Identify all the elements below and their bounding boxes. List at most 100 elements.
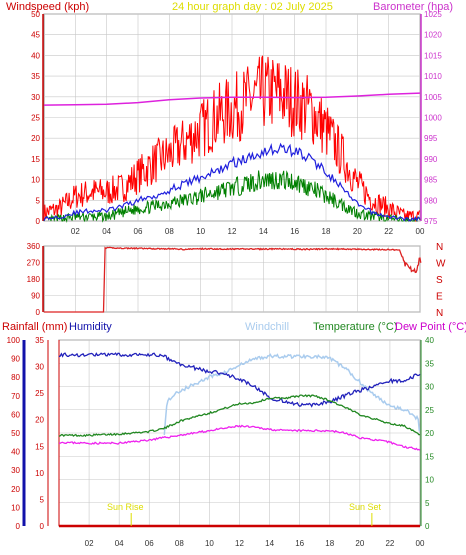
temperature-series bbox=[58, 394, 421, 438]
wind-x-tick-label: 16 bbox=[290, 227, 299, 236]
temp-x-tick-label: 08 bbox=[175, 539, 184, 548]
direction-y-tick-label: 360 bbox=[27, 242, 41, 251]
rain-tick-label: 90 bbox=[11, 355, 20, 364]
temp-x-tick-label: 06 bbox=[145, 539, 154, 548]
wind-x-tick-label: 22 bbox=[384, 227, 393, 236]
wind-y-tick-label: 15 bbox=[31, 155, 40, 164]
temperature-title: Temperature (°C) bbox=[313, 321, 397, 333]
wind-y-tick-label: 40 bbox=[31, 51, 40, 60]
temp-right-tick-label: 10 bbox=[425, 476, 434, 485]
rain-tick-label: 40 bbox=[11, 448, 20, 457]
wind-y-tick-label: 45 bbox=[31, 31, 40, 40]
wind-x-tick-label: 12 bbox=[228, 227, 237, 236]
temp-x-tick-label: 22 bbox=[385, 539, 394, 548]
temp-right-tick-label: 5 bbox=[425, 499, 430, 508]
wind-x-tick-label: 18 bbox=[322, 227, 331, 236]
temp-right-tick-label: 25 bbox=[425, 406, 434, 415]
wind-y-tick-label: 50 bbox=[31, 10, 40, 19]
barometer-y-tick-label: 1005 bbox=[424, 93, 442, 102]
rain-tick-label: 20 bbox=[11, 485, 20, 494]
temp-x-tick-label: 00 bbox=[416, 539, 425, 548]
rain-tick-label: 80 bbox=[11, 373, 20, 382]
rain-tick-label: 70 bbox=[11, 392, 20, 401]
compass-label: W bbox=[436, 259, 446, 270]
barometer-y-tick-label: 1000 bbox=[424, 114, 442, 123]
temp-left-tick-label: 5 bbox=[40, 495, 45, 504]
temp-x-tick-label: 10 bbox=[205, 539, 214, 548]
barometer-y-tick-label: 990 bbox=[424, 155, 438, 164]
temp-right-tick-label: 40 bbox=[425, 336, 434, 345]
temp-right-tick-label: 20 bbox=[425, 429, 434, 438]
rain-tick-label: 10 bbox=[11, 503, 20, 512]
direction-y-tick-label: 180 bbox=[27, 275, 41, 284]
direction-y-tick-label: 270 bbox=[27, 259, 41, 268]
temp-left-tick-label: 0 bbox=[40, 522, 45, 531]
compass-label: S bbox=[436, 275, 443, 286]
graph-date-title: 24 hour graph day : 02 July 2025 bbox=[172, 1, 333, 13]
wind-y-tick-label: 0 bbox=[36, 217, 41, 226]
wind-y-tick-label: 5 bbox=[36, 196, 41, 205]
dewpoint-series bbox=[59, 424, 421, 451]
rain-tick-label: 30 bbox=[11, 466, 20, 475]
wind-x-tick-label: 04 bbox=[102, 227, 111, 236]
wind-direction-series bbox=[44, 246, 422, 313]
wind-gust-series bbox=[43, 55, 421, 222]
temperature-panel: 0510152025303540010203040506070809010005… bbox=[7, 336, 435, 548]
barometer-y-tick-label: 995 bbox=[424, 134, 438, 143]
rain-tick-label: 60 bbox=[11, 410, 20, 419]
wind-y-tick-label: 10 bbox=[31, 176, 40, 185]
temp-x-tick-label: 16 bbox=[295, 539, 304, 548]
temp-left-tick-label: 25 bbox=[35, 389, 44, 398]
temp-left-tick-label: 15 bbox=[35, 442, 44, 451]
rainfall-title: Rainfall (mm) bbox=[2, 321, 67, 333]
barometer-y-tick-label: 980 bbox=[424, 196, 438, 205]
direction-y-tick-label: 0 bbox=[36, 308, 41, 317]
wind-x-tick-label: 10 bbox=[196, 227, 205, 236]
barometer-y-tick-label: 1010 bbox=[424, 72, 442, 81]
temp-x-tick-label: 20 bbox=[355, 539, 364, 548]
wind-x-tick-label: 08 bbox=[165, 227, 174, 236]
wind-x-tick-label: 00 bbox=[416, 227, 425, 236]
temp-right-tick-label: 30 bbox=[425, 383, 434, 392]
wind-y-tick-label: 35 bbox=[31, 72, 40, 81]
temp-right-tick-label: 15 bbox=[425, 452, 434, 461]
wind-low-series bbox=[43, 170, 421, 223]
wind-x-tick-label: 14 bbox=[259, 227, 268, 236]
wind-y-tick-label: 25 bbox=[31, 114, 40, 123]
wind-x-tick-label: 02 bbox=[71, 227, 80, 236]
wind-y-tick-label: 30 bbox=[31, 93, 40, 102]
rain-tick-label: 100 bbox=[7, 336, 21, 345]
sunrise-label: Sun Rise bbox=[107, 502, 144, 512]
compass-label: N bbox=[436, 242, 443, 253]
compass-label: E bbox=[436, 292, 443, 303]
temp-x-tick-label: 18 bbox=[325, 539, 334, 548]
barometer-y-tick-label: 1025 bbox=[424, 10, 442, 19]
dewpoint-title: Dew Point (°C) bbox=[395, 321, 466, 333]
compass-label: N bbox=[436, 308, 443, 319]
temp-x-tick-label: 14 bbox=[265, 539, 274, 548]
wind-y-tick-label: 20 bbox=[31, 134, 40, 143]
rain-tick-label: 50 bbox=[11, 429, 20, 438]
direction-y-tick-label: 90 bbox=[31, 292, 40, 301]
rain-tick-label: 0 bbox=[16, 522, 21, 531]
barometer-series bbox=[43, 92, 421, 106]
barometer-title: Barometer (hpa) bbox=[373, 1, 453, 13]
temp-left-tick-label: 20 bbox=[35, 416, 44, 425]
temp-x-tick-label: 12 bbox=[235, 539, 244, 548]
temp-x-tick-label: 04 bbox=[115, 539, 124, 548]
barometer-y-tick-label: 1015 bbox=[424, 51, 442, 60]
wind-x-tick-label: 20 bbox=[353, 227, 362, 236]
windchill-series bbox=[163, 353, 421, 435]
temp-right-tick-label: 35 bbox=[425, 359, 434, 368]
humidity-series bbox=[58, 352, 421, 408]
barometer-y-tick-label: 985 bbox=[424, 176, 438, 185]
wind-x-tick-label: 06 bbox=[134, 227, 143, 236]
windchill-title: Windchill bbox=[245, 321, 289, 333]
sunset-label: Sun Set bbox=[349, 502, 382, 512]
temp-right-tick-label: 0 bbox=[425, 522, 430, 531]
humidity-title: Humidity bbox=[69, 321, 112, 333]
windspeed-title: Windspeed (kph) bbox=[6, 1, 89, 13]
temp-left-tick-label: 35 bbox=[35, 336, 44, 345]
wind-direction-panel: 0 N 90 E 180 S 270 W 360 N bbox=[27, 242, 446, 319]
